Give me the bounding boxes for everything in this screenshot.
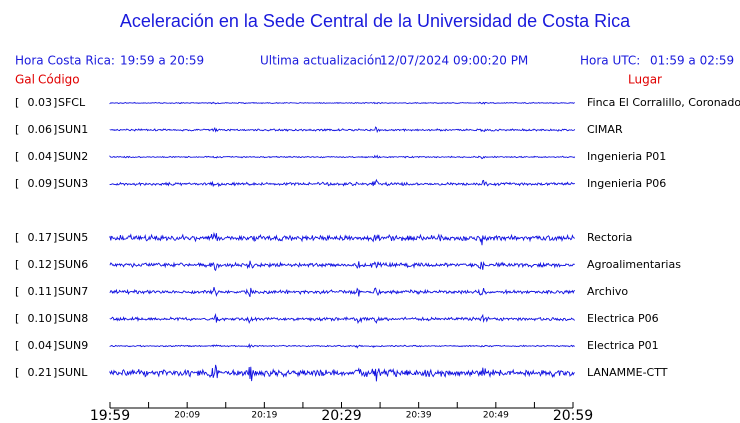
waveform (109, 343, 575, 349)
gal-value: 0.04 (28, 150, 53, 163)
gal-heading: Gal (15, 73, 35, 87)
waveform (109, 178, 576, 188)
bracket-open: [ (15, 231, 19, 244)
bracket-close: ] (53, 285, 57, 298)
station-place: Electrica P06 (587, 312, 659, 325)
station-code: SUN5 (58, 231, 88, 244)
utc-range: 01:59 a 02:59 (650, 54, 734, 68)
time-label: 20:09 (174, 411, 200, 421)
waveform (109, 364, 575, 382)
bracket-open: [ (15, 123, 19, 136)
local-range: 19:59 a 20:59 (120, 54, 204, 68)
station-code: SUNL (58, 366, 88, 379)
title: Aceleración en la Sede Central de la Uni… (120, 11, 631, 31)
local-label: Hora Costa Rica: (15, 54, 115, 68)
station-code: SUN8 (58, 312, 88, 325)
bracket-close: ] (53, 96, 57, 109)
gal-value: 0.04 (28, 339, 53, 352)
bracket-open: [ (15, 339, 19, 352)
waveform (109, 154, 576, 160)
bracket-close: ] (53, 150, 57, 163)
station-code: SUN7 (58, 285, 88, 298)
place-heading: Lugar (628, 73, 662, 87)
gal-value: 0.11 (28, 285, 53, 298)
waveform (109, 231, 575, 246)
update-label: Ultima actualización: (260, 54, 386, 68)
gal-value: 0.09 (28, 177, 53, 190)
station-place: Electrica P01 (587, 339, 659, 352)
gal-value: 0.17 (28, 231, 53, 244)
station-place: Finca El Corralillo, Coronado (587, 96, 740, 109)
time-label: 19:59 (90, 408, 130, 423)
gal-value: 0.12 (28, 258, 53, 271)
bracket-open: [ (15, 177, 19, 190)
gal-value: 0.21 (28, 366, 53, 379)
time-label: 20:19 (251, 411, 277, 421)
station-place: CIMAR (587, 123, 623, 136)
bracket-open: [ (15, 366, 19, 379)
waveform (109, 101, 575, 105)
station-code: SUN1 (58, 123, 88, 136)
bracket-close: ] (53, 339, 57, 352)
time-label: 20:39 (406, 411, 432, 421)
bracket-close: ] (53, 177, 57, 190)
gal-value: 0.06 (28, 123, 53, 136)
code-heading: Código (38, 73, 80, 87)
station-code: SUN9 (58, 339, 88, 352)
station-place: LANAMME-CTT (587, 366, 668, 379)
station-place: Rectoria (587, 231, 632, 244)
update-time: 12/07/2024 09:00:20 PM (380, 54, 528, 68)
station-place: Ingenieria P06 (587, 177, 666, 190)
bracket-close: ] (53, 231, 57, 244)
bracket-close: ] (53, 258, 57, 271)
bracket-open: [ (15, 96, 19, 109)
station-code: SUN2 (58, 150, 88, 163)
station-code: SUN6 (58, 258, 88, 271)
gal-value: 0.03 (28, 96, 53, 109)
bracket-open: [ (15, 285, 19, 298)
bracket-open: [ (15, 312, 19, 325)
waveform (109, 286, 576, 298)
bracket-close: ] (53, 366, 57, 379)
station-place: Ingenieria P01 (587, 150, 666, 163)
waveform (109, 126, 576, 134)
gal-value: 0.10 (28, 312, 53, 325)
station-place: Agroalimentarias (587, 258, 681, 271)
station-code: SUN3 (58, 177, 88, 190)
bracket-open: [ (15, 150, 19, 163)
bracket-open: [ (15, 258, 19, 271)
utc-label: Hora UTC: (580, 54, 640, 68)
station-code: SFCL (58, 96, 86, 109)
bracket-close: ] (53, 312, 57, 325)
time-label: 20:59 (553, 408, 593, 423)
waveform (109, 313, 576, 325)
bracket-close: ] (53, 123, 57, 136)
time-label: 20:49 (483, 411, 509, 421)
waveform (109, 260, 575, 272)
station-place: Archivo (587, 285, 628, 298)
time-label: 20:29 (321, 408, 361, 423)
